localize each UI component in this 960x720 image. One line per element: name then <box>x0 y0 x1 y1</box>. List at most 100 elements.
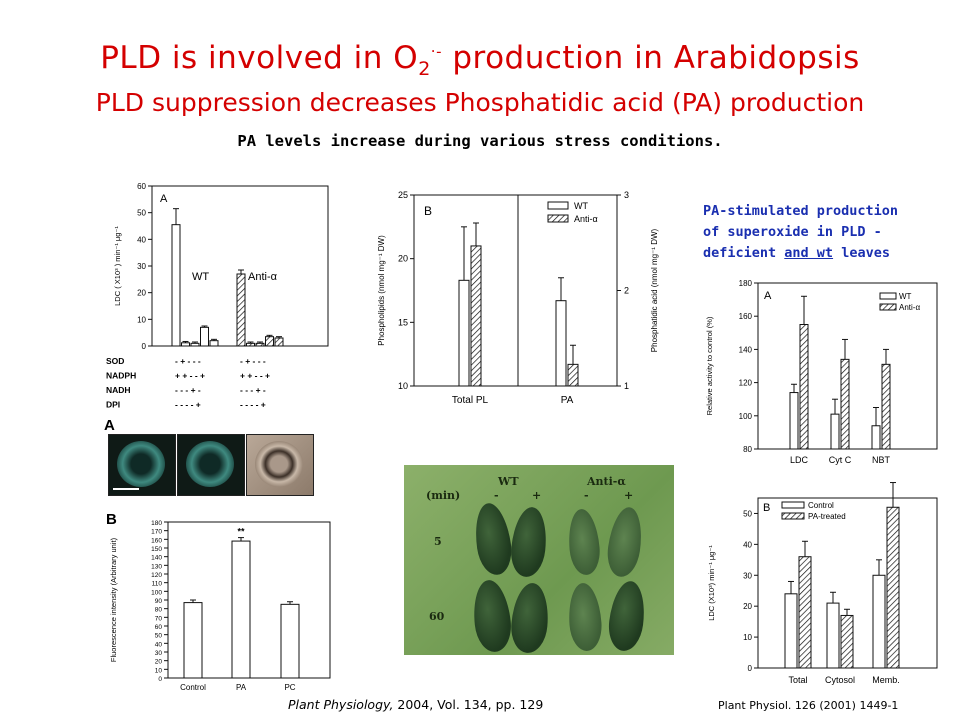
leaf <box>509 581 551 655</box>
bar <box>871 425 881 450</box>
y-tick-label: 3 <box>624 190 629 200</box>
cell-micrograph-2 <box>177 434 245 496</box>
y-tick-label: 60 <box>155 624 163 631</box>
treatment-name: SOD <box>106 356 124 366</box>
y-axis-label-left: Phospholipids (nmol mg⁻¹ DW) <box>377 235 386 346</box>
y-tick-label: 160 <box>151 537 162 544</box>
y-tick-label: 10 <box>743 633 752 642</box>
chart-relative-activity: 80 100 120 140 160 180 A Relative activity to c… <box>705 279 938 465</box>
bar <box>886 506 900 669</box>
y-tick-label: 2 <box>624 286 629 296</box>
bar <box>190 342 200 347</box>
leaf <box>471 500 515 578</box>
y-tick-label: 20 <box>137 289 146 298</box>
y-axis-label: Relative activity to control (%) <box>705 316 714 415</box>
treatment-wt: - - - + - <box>175 385 201 395</box>
slide-subtitle: PA levels increase during various stress… <box>237 132 723 150</box>
y-tick-label: 50 <box>155 633 163 640</box>
x-tick-label: PC <box>284 683 295 692</box>
y-tick-label: 120 <box>739 379 753 388</box>
legend-swatch <box>879 292 897 300</box>
leaf <box>470 578 514 654</box>
y-axis-label: LDC (X10³) min⁻¹ μg⁻¹ <box>707 545 716 621</box>
bar <box>799 324 809 450</box>
chart-ldc-pa-treated: 0 10 20 30 40 50 B LDC (X10³) min⁻¹ μg⁻¹ Total Cy… <box>707 482 938 685</box>
treatment-name: NADPH <box>106 371 136 381</box>
group-label-anti: Anti-α <box>248 271 278 283</box>
treatment-anti: - - - - + <box>240 400 266 410</box>
treatment-wt: + + - - + <box>175 371 205 381</box>
bar <box>826 602 840 669</box>
y-tick-label: 40 <box>743 540 752 549</box>
y-tick-label: 50 <box>137 209 146 218</box>
y-tick-label: 170 <box>151 529 162 536</box>
y-tick-label: 180 <box>151 520 162 527</box>
panel-label: A <box>764 290 772 302</box>
legend-swatch <box>781 512 805 520</box>
bar <box>789 392 799 450</box>
legend-label: Anti-α <box>899 303 920 312</box>
bar <box>555 300 567 387</box>
legend-label: WT <box>574 201 588 211</box>
x-tick-label: PA <box>236 683 247 692</box>
x-tick-label: Cytosol <box>825 675 855 685</box>
y-tick-label: 15 <box>398 317 408 327</box>
bar <box>458 279 470 387</box>
y-tick-label: 130 <box>151 563 162 570</box>
bar <box>265 336 274 347</box>
y-axis-label: Fluorescence intensity (Arbitrary unit) <box>109 537 118 662</box>
y-tick-label: 120 <box>151 572 162 579</box>
treatment-anti: - - - + - <box>240 385 266 395</box>
bar <box>183 602 203 679</box>
leaf <box>605 579 649 653</box>
leaf <box>508 505 550 579</box>
y-tick-label: 160 <box>739 312 753 321</box>
bar <box>209 340 219 347</box>
y-tick-label: 70 <box>155 615 163 622</box>
photo-time-60: 60 <box>429 610 445 623</box>
cell-micrograph-1 <box>108 434 176 496</box>
photo-label-anti: Anti-α <box>587 475 626 488</box>
legend-label: Control <box>808 501 834 510</box>
leaf <box>566 507 602 577</box>
citation-plant-physiology-2004: Plant Physiology, 2004, Vol. 134, pp. 12… <box>288 697 544 712</box>
bar <box>181 342 190 347</box>
legend-label: Anti-α <box>574 214 598 224</box>
y-tick-label: 100 <box>739 412 753 421</box>
legend-swatch <box>879 303 897 311</box>
y-tick-label: 140 <box>739 345 753 354</box>
x-tick-label: Control <box>180 683 206 692</box>
bar <box>798 556 812 669</box>
x-tick-label: NBT <box>872 455 891 465</box>
title-subscript: 2 <box>418 58 431 81</box>
title-superscript: ·- <box>430 42 442 61</box>
y-tick-label: 20 <box>398 254 408 264</box>
treatment-wt: - - - - + <box>175 400 201 410</box>
annotation-note: PA-stimulated production of superoxide i… <box>703 203 899 261</box>
svg-text:A: A <box>104 417 115 434</box>
bar <box>784 593 798 669</box>
panel-label: B <box>424 204 432 218</box>
chart-phospholipids: 10 15 20 25 1 2 3 B Phospholipids (nmol mg⁻¹ DW)… <box>377 190 659 406</box>
y-tick-label: 25 <box>398 190 408 200</box>
citation-plant-physiol-2001: Plant Physiol. 126 (2001) 1449-1 <box>718 699 899 712</box>
bar <box>246 342 255 347</box>
y-tick-label: 40 <box>137 235 146 244</box>
y-tick-label: 90 <box>155 598 163 605</box>
legend-swatch <box>547 214 569 223</box>
y-tick-label: 10 <box>137 315 146 324</box>
x-tick-label: LDC <box>790 455 809 465</box>
bar <box>840 614 854 669</box>
y-tick-label: 20 <box>155 659 163 666</box>
panel-label: B <box>106 511 117 528</box>
cell-micrograph-3 <box>246 434 314 496</box>
y-tick-label: 80 <box>743 445 752 454</box>
x-tick-label: Total PL <box>452 395 489 406</box>
y-tick-label: 0 <box>748 664 753 673</box>
y-tick-label: 140 <box>151 555 162 562</box>
bar <box>200 326 209 347</box>
legend-swatch <box>781 501 805 509</box>
bar <box>171 224 181 347</box>
y-axis-label: LDC ( X10³ ) min⁻¹ μg⁻¹ <box>113 226 122 306</box>
